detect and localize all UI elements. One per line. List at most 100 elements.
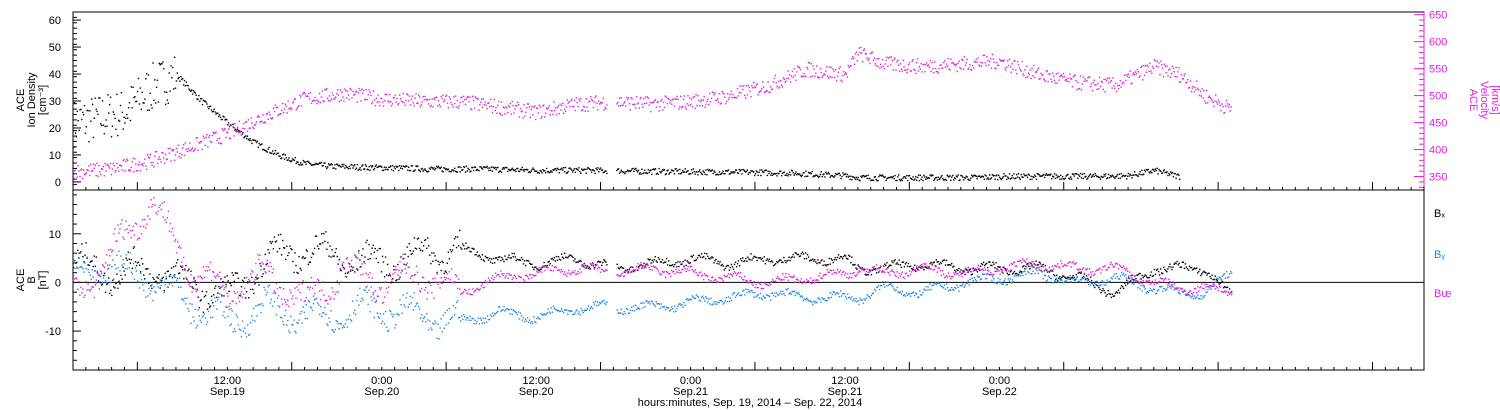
velocity-point (494, 109, 496, 112)
velocity-point (402, 92, 404, 95)
velocity-point (1210, 98, 1212, 100)
velocity-point (101, 168, 104, 170)
bz-point (155, 212, 157, 214)
velocity-point (152, 161, 154, 164)
by-point (155, 291, 157, 294)
density-point (179, 80, 181, 82)
bx-point (705, 258, 707, 260)
density-point (961, 175, 963, 177)
density-point (1144, 171, 1147, 173)
density-point (1012, 177, 1014, 179)
velocity-point (700, 99, 703, 101)
velocity-point (1119, 80, 1121, 82)
bx-point (270, 242, 272, 245)
velocity-point (298, 105, 300, 107)
velocity-point (1145, 71, 1148, 73)
density-point (300, 164, 303, 166)
by-point (994, 281, 996, 284)
bz-point (87, 283, 89, 285)
density-point (586, 168, 588, 170)
by-point (259, 303, 261, 305)
velocity-point (748, 86, 750, 89)
by-point (1170, 287, 1172, 289)
velocity-point (577, 105, 579, 108)
density-point (714, 171, 716, 173)
top-left-tick-label: 20 (49, 123, 61, 135)
by-point (848, 296, 850, 299)
velocity-point (815, 72, 817, 74)
bx-point (370, 253, 372, 255)
velocity-point (337, 94, 340, 96)
velocity-point (432, 106, 434, 108)
bx-point (205, 291, 208, 293)
density-point (374, 165, 377, 167)
by-point (220, 301, 222, 303)
by-point (774, 292, 776, 294)
bx-point (750, 253, 752, 255)
by-point (683, 302, 685, 304)
by-point (99, 275, 102, 278)
bx-point (236, 272, 239, 274)
by-point (283, 324, 285, 326)
bx-point (87, 264, 89, 266)
by-point (919, 290, 921, 292)
bz-point (123, 238, 125, 241)
density-point (535, 170, 537, 172)
density-point (1059, 178, 1061, 180)
density-point (801, 174, 803, 176)
velocity-point (1136, 68, 1139, 71)
bx-point (837, 254, 840, 256)
by-point (512, 309, 514, 311)
density-point (709, 170, 712, 172)
by-point (1074, 279, 1076, 282)
density-point (340, 166, 342, 168)
velocity-point (1189, 80, 1192, 82)
density-point (154, 79, 156, 81)
by-point (345, 319, 348, 321)
density-point (353, 165, 355, 167)
bx-point (206, 308, 209, 310)
velocity-point (939, 64, 941, 67)
density-point (207, 106, 209, 108)
density-point (677, 169, 679, 172)
density-point (152, 62, 154, 64)
bx-point (992, 261, 994, 263)
velocity-point (100, 168, 103, 170)
bz-point (73, 275, 75, 277)
velocity-point (482, 98, 485, 100)
bx-point (470, 251, 472, 253)
bx-point (997, 266, 999, 268)
velocity-point (782, 77, 785, 79)
by-point (1218, 276, 1220, 278)
velocity-point (290, 107, 292, 109)
by-point (987, 272, 989, 275)
bx-point (1002, 266, 1004, 268)
bz-point (78, 281, 80, 283)
by-point (661, 305, 664, 308)
density-point (518, 170, 521, 173)
bx-point (801, 251, 804, 253)
velocity-point (512, 105, 514, 107)
velocity-point (838, 67, 840, 70)
bz-point (189, 285, 191, 288)
density-point (1071, 173, 1074, 175)
by-point (807, 299, 810, 302)
bx-point (774, 264, 776, 266)
density-point (810, 172, 812, 175)
velocity-point (246, 130, 249, 132)
velocity-point (640, 96, 642, 99)
density-point (799, 174, 802, 176)
density-point (328, 164, 331, 166)
density-point (687, 170, 689, 172)
bz-point (152, 203, 154, 206)
by-point (574, 312, 576, 314)
density-point (166, 99, 169, 101)
velocity-point (126, 158, 128, 160)
velocity-point (1188, 87, 1190, 89)
by-point (136, 280, 139, 282)
density-point (295, 162, 297, 165)
by-point (225, 306, 227, 308)
velocity-point (719, 103, 722, 105)
density-point (784, 174, 786, 176)
